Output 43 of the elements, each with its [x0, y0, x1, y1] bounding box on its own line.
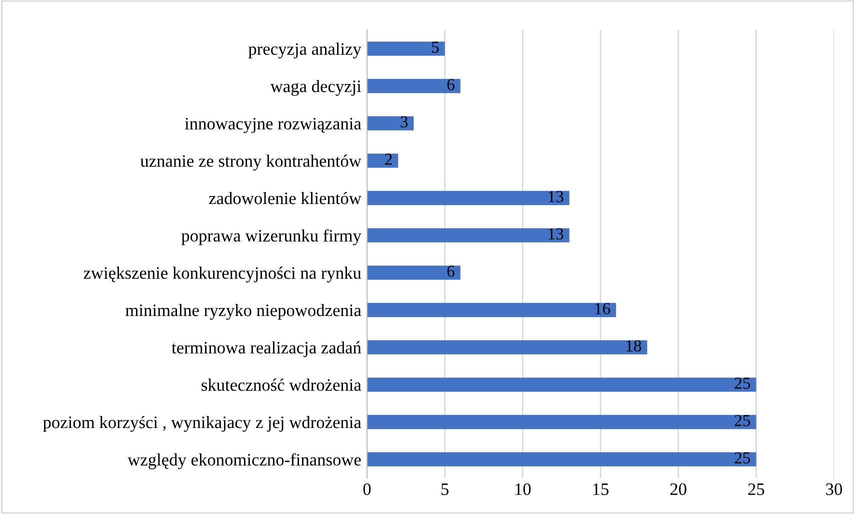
data-label: 18 — [626, 340, 642, 352]
y-tick-label: precyzja analizy — [248, 42, 362, 58]
bar — [367, 340, 648, 354]
y-tick-label: poziom korzyści , wynikajacy z jej wdrożenia — [43, 416, 362, 432]
y-tick-label: uznanie ze strony kontrahentów — [140, 154, 362, 170]
data-label: 13 — [548, 190, 564, 202]
data-label: 16 — [595, 302, 610, 314]
bar — [367, 190, 570, 206]
bar — [367, 154, 398, 168]
data-label: 2 — [385, 154, 392, 165]
data-label: 25 — [734, 378, 750, 389]
y-tick-label: zwiększenie konkurencyjności na rynku — [84, 266, 362, 282]
bar — [367, 116, 414, 130]
data-label: 6 — [447, 266, 454, 277]
x-tick-label: 5 — [442, 484, 448, 496]
bar — [367, 266, 460, 280]
x-tick-label: 20 — [670, 483, 686, 496]
y-tick-label: zadowolenie klientów — [209, 192, 362, 204]
y-tick-label: skuteczność wdrożenia — [202, 378, 362, 391]
y-tick-label: poprawa wizerunku firmy — [181, 229, 362, 246]
bar — [367, 378, 756, 392]
bar — [367, 452, 756, 466]
x-tick-label: 25 — [748, 483, 764, 496]
y-tick-label: terminowa realizacja zadań — [172, 341, 362, 358]
y-tick-label: względy ekonomiczno-finansowe — [128, 453, 361, 470]
x-tick-label: 10 — [516, 483, 531, 496]
data-label: 25 — [734, 452, 750, 464]
x-tick-label: 0 — [363, 483, 371, 496]
data-label: 13 — [548, 228, 564, 240]
x-tick-label: 30 — [826, 483, 842, 496]
y-tick-label: waga decyzji — [270, 80, 362, 96]
x-tick-label: 15 — [593, 483, 608, 496]
bar — [367, 78, 460, 94]
y-tick-label: innowacyjne rozwiązania — [184, 118, 362, 134]
bar — [367, 42, 445, 56]
data-label: 5 — [432, 42, 439, 53]
data-label: 25 — [734, 414, 750, 426]
bar — [367, 228, 570, 242]
bar — [367, 302, 616, 318]
data-label: 6 — [447, 78, 454, 90]
data-label: 3 — [400, 116, 408, 128]
y-tick-label: minimalne ryzyko niepowodzenia — [126, 304, 362, 320]
bar — [367, 414, 756, 430]
